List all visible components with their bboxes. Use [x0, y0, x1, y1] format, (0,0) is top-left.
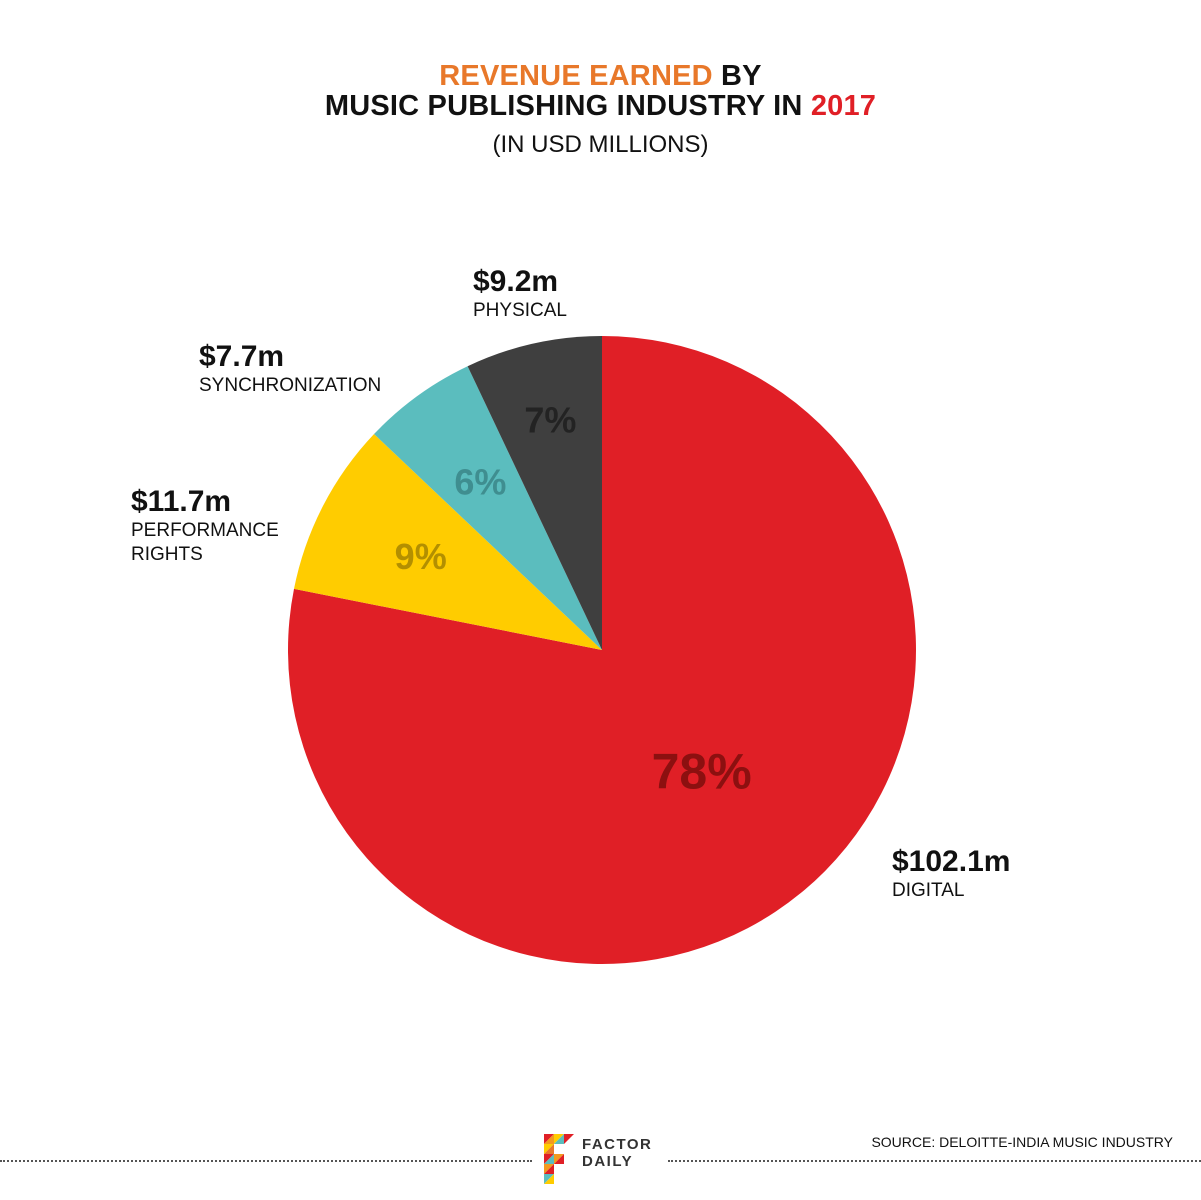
chart-subtitle: (IN USD MILLIONS)	[492, 131, 709, 158]
factor-daily-logo-text: FACTOR DAILY	[582, 1136, 652, 1170]
callout-physical: $9.2m PHYSICAL	[473, 265, 567, 323]
callout-digital-value: $102.1m	[892, 845, 1011, 878]
pie-percent-labels: 78% 9%6% 7%	[395, 400, 752, 800]
pie-slice-synchronization	[374, 366, 602, 650]
pie-percent-label-digital: 78%	[652, 743, 752, 799]
callout-physical-label: PHYSICAL	[473, 300, 567, 321]
pie-percent-label-physical: 7%	[524, 400, 576, 441]
title-year: 2017	[810, 90, 877, 122]
callout-performance-label-line-1: PERFORMANCE	[131, 520, 279, 541]
footer-divider-right	[668, 1160, 1201, 1162]
footer-divider-left	[0, 1160, 532, 1162]
callout-performance-label-line-2: RIGHTS	[131, 544, 203, 565]
title-music-publishing: MUSIC PUBLISHING INDUSTRY IN	[324, 90, 811, 122]
pie-percent-label-synchronization: 6%	[454, 462, 506, 503]
title-by: BY	[712, 60, 762, 92]
callout-synchronization-label: SYNCHRONIZATION	[199, 375, 382, 396]
pie-slices	[288, 336, 916, 964]
callout-synchronization-value: $7.7m	[199, 340, 285, 373]
factor-daily-logo-icon	[544, 1134, 574, 1184]
callout-physical-value: $9.2m	[473, 265, 559, 298]
pie-percent-label-performance-rights: 9%	[395, 536, 447, 577]
logo-text-line-1: FACTOR	[582, 1136, 653, 1153]
chart-title-line-2: MUSIC PUBLISHING INDUSTRY IN 2017	[0, 90, 1201, 123]
pie-slice-performance-rights	[294, 434, 602, 650]
chart-title-line-1: REVENUE EARNED BY	[0, 60, 1201, 93]
callout-performance-rights: $11.7m PERFORMANCE RIGHTS	[131, 485, 311, 567]
title-highlight-revenue: REVENUE EARNED	[439, 60, 713, 92]
callout-performance-value: $11.7m	[131, 485, 232, 518]
callout-digital-label: DIGITAL	[892, 880, 965, 901]
pie-slice-physical	[467, 336, 602, 650]
source-note: SOURCE: DELOITTE-INDIA MUSIC INDUSTRY	[871, 1134, 1173, 1150]
logo-text-line-2: DAILY	[582, 1153, 634, 1170]
callout-synchronization: $7.7m SYNCHRONIZATION	[199, 340, 381, 398]
callout-digital: $102.1m DIGITAL	[892, 845, 1010, 903]
